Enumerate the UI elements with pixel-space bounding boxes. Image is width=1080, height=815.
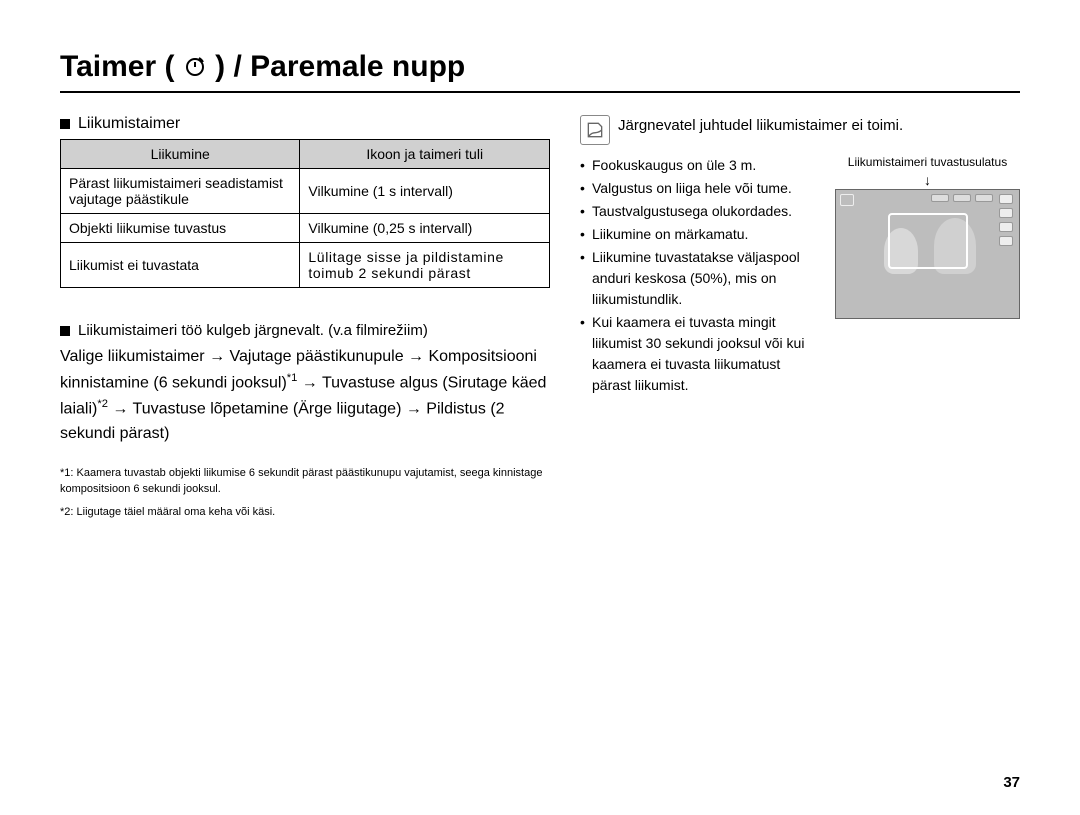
camera-screen (835, 189, 1020, 319)
table-cell: Vilkumine (1 s intervall) (300, 169, 550, 214)
page-number: 37 (1003, 774, 1020, 791)
timer-icon (183, 51, 207, 85)
camera-indicator-icon (999, 208, 1013, 218)
page-title-row: Taimer ( ) / Paremale nupp (60, 50, 1020, 93)
list-item: Fookuskaugus on üle 3 m. (580, 155, 821, 176)
list-item: Liikumine on märkamatu. (580, 224, 821, 245)
list-item: Taustvalgustusega olukordades. (580, 201, 821, 222)
footnotes: *1: Kaamera tuvastab objekti liikumise 6… (60, 465, 550, 521)
camera-side-icons (999, 194, 1015, 314)
list-item: Valgustus on liiga hele või tume. (580, 178, 821, 199)
table-cell: Pärast liikumistaimeri seadistamist vaju… (61, 169, 300, 214)
left-column: Liikumistaimer Liikumine Ikoon ja taimer… (60, 115, 550, 526)
note-row: Järgnevatel juhtudel liikumistaimer ei t… (580, 115, 1020, 145)
title-before: Taimer ( (60, 50, 174, 83)
page-title: Taimer ( ) / Paremale nupp (60, 50, 465, 85)
camera-indicator-icon (999, 236, 1013, 246)
subhead-liikumistaimer: Liikumistaimer (78, 115, 180, 133)
table-cell: Objekti liikumise tuvastus (61, 214, 300, 243)
table-row: Liikumist ei tuvastata Lülitage sisse ja… (61, 243, 550, 288)
bullet-list: Fookuskaugus on üle 3 m. Valgustus on li… (580, 155, 821, 398)
arrow-down-icon: ↓ (835, 173, 1020, 187)
table-cell: Lülitage sisse ja pildistamine toimub 2 … (300, 243, 550, 288)
footnote-1: *1: Kaamera tuvastab objekti liikumise 6… (60, 465, 550, 498)
flow-heading-row: Liikumistaimeri töö kulgeb järgnevalt. (… (60, 322, 550, 339)
list-item: Liikumine tuvastatakse väljaspool anduri… (580, 247, 821, 310)
table-cell: Liikumist ei tuvastata (61, 243, 300, 288)
flow-block: Liikumistaimeri töö kulgeb järgnevalt. (… (60, 322, 550, 520)
list-item: Kui kaamera ei tuvasta mingit liikumist … (580, 312, 821, 396)
table-row: Pärast liikumistaimeri seadistamist vaju… (61, 169, 550, 214)
right-column: Järgnevatel juhtudel liikumistaimer ei t… (580, 115, 1020, 526)
camera-label: Liikumistaimeri tuvastusulatus (835, 155, 1020, 171)
flow-text: Valige liikumistaimer → Vajutage päästik… (60, 345, 550, 447)
camera-focus-frame-icon (888, 213, 968, 269)
title-after: ) / Paremale nupp (215, 50, 465, 83)
square-bullet-icon (60, 119, 70, 129)
motion-table: Liikumine Ikoon ja taimeri tuli Pärast l… (60, 139, 550, 288)
table-row: Objekti liikumise tuvastus Vilkumine (0,… (61, 214, 550, 243)
camera-top-indicators (866, 194, 993, 204)
table-header-1: Ikoon ja taimeri tuli (300, 140, 550, 169)
table-cell: Vilkumine (0,25 s intervall) (300, 214, 550, 243)
flow-heading: Liikumistaimeri töö kulgeb järgnevalt. (… (78, 322, 428, 339)
square-bullet-icon (60, 326, 70, 336)
camera-indicator-icon (999, 222, 1013, 232)
footnote-2: *2: Liigutage täiel määral oma keha või … (60, 504, 550, 521)
table-header-0: Liikumine (61, 140, 300, 169)
camera-mode-icon (840, 194, 854, 206)
right-heading: Järgnevatel juhtudel liikumistaimer ei t… (618, 115, 903, 136)
note-icon (580, 115, 610, 145)
camera-indicator-icon (999, 194, 1013, 204)
subhead-row: Liikumistaimer (60, 115, 550, 133)
camera-preview-column: Liikumistaimeri tuvastusulatus ↓ (835, 155, 1020, 398)
